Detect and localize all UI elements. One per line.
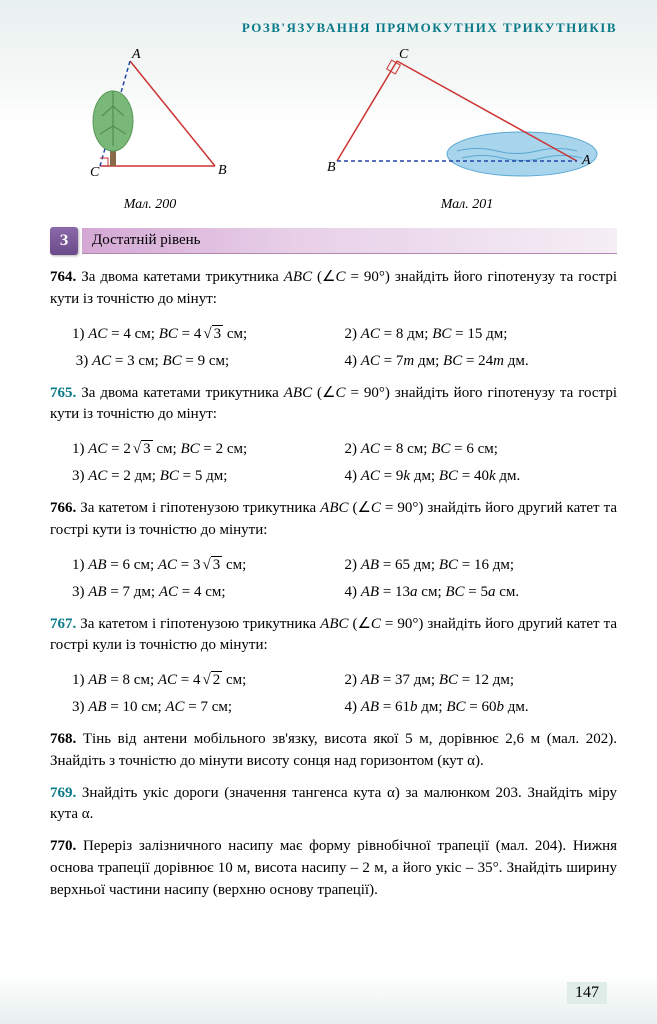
problem-number: 770.: [50, 838, 76, 854]
item-766-4: 4) AB = 13a см; BC = 5a см.: [345, 579, 618, 606]
problem-765-items: 1) AC = 23 см; BC = 2 см; 2) AC = 8 см; …: [50, 436, 617, 490]
problem-769: 769. Знайдіть укіс дороги (значення танг…: [50, 783, 617, 827]
problem-764: 764. За двома катетами трикутника ABC (∠…: [50, 267, 617, 311]
vertex-C2: C: [399, 47, 409, 62]
vertex-A2: A: [581, 153, 591, 168]
item-764-4: 4) AC = 7m дм; BC = 24m дм.: [345, 348, 618, 375]
item-767-4: 4) AB = 61b дм; BC = 60b дм.: [345, 694, 618, 721]
item-764-1: 1) AC = 4 см; BC = 43 см;: [72, 321, 345, 348]
problem-766: 766. За катетом і гіпотенузою трикутника…: [50, 498, 617, 542]
item-765-2: 2) AC = 8 см; BC = 6 см;: [345, 436, 618, 463]
item-766-3: 3) AB = 7 дм; AC = 4 см;: [72, 579, 345, 606]
section-header: РОЗВ'ЯЗУВАННЯ ПРЯМОКУТНИХ ТРИКУТНИКІВ: [50, 20, 617, 36]
triangle-tree-diagram: A B C: [60, 46, 240, 186]
problem-767: 767. За катетом і гіпотенузою трикутника…: [50, 614, 617, 658]
figure-caption-201: Мал. 201: [327, 197, 607, 213]
vertex-C: C: [90, 165, 100, 180]
problem-768: 768. Тінь від антени мобільного зв'язку,…: [50, 729, 617, 773]
figures-container: A B C Мал. 200 C B A Мал. 201: [50, 46, 617, 213]
item-767-3: 3) AB = 10 см; AC = 7 см;: [72, 694, 345, 721]
problem-number: 767.: [50, 616, 76, 632]
problem-764-items: 1) AC = 4 см; BC = 43 см; 2) AC = 8 дм; …: [50, 321, 617, 375]
triangle-water-diagram: C B A: [327, 46, 607, 186]
level-badge: З: [50, 227, 78, 255]
item-764-2: 2) AC = 8 дм; BC = 15 дм;: [345, 321, 618, 348]
item-764-3: 3) AC = 3 см; BC = 9 см;: [72, 348, 345, 375]
problem-number: 768.: [50, 731, 76, 747]
item-767-1: 1) AB = 8 см; AC = 42 см;: [72, 667, 345, 694]
level-text: Достатній рівень: [82, 228, 617, 254]
problem-766-items: 1) AB = 6 см; AC = 33 см; 2) AB = 65 дм;…: [50, 552, 617, 606]
vertex-B2: B: [327, 160, 336, 175]
level-bar: З Достатній рівень: [50, 227, 617, 255]
problem-767-items: 1) AB = 8 см; AC = 42 см; 2) AB = 37 дм;…: [50, 667, 617, 721]
problem-number: 764.: [50, 269, 76, 285]
problem-number: 766.: [50, 500, 76, 516]
item-765-4: 4) AC = 9k дм; BC = 40k дм.: [345, 463, 618, 490]
item-767-2: 2) AB = 37 дм; BC = 12 дм;: [345, 667, 618, 694]
figure-201: C B A Мал. 201: [327, 46, 607, 213]
problem-770: 770. Переріз залізничного насипу має фор…: [50, 836, 617, 901]
figure-caption-200: Мал. 200: [60, 197, 240, 213]
problem-number: 769.: [50, 785, 76, 801]
problem-765: 765. За двома катетами трикутника ABC (∠…: [50, 383, 617, 427]
problem-number: 765.: [50, 385, 76, 401]
figure-200: A B C Мал. 200: [60, 46, 240, 213]
page-number: 147: [567, 982, 607, 1004]
vertex-A: A: [131, 47, 141, 62]
vertex-B: B: [218, 163, 227, 178]
item-765-1: 1) AC = 23 см; BC = 2 см;: [72, 436, 345, 463]
item-765-3: 3) AC = 2 дм; BC = 5 дм;: [72, 463, 345, 490]
item-766-2: 2) AB = 65 дм; BC = 16 дм;: [345, 552, 618, 579]
item-766-1: 1) AB = 6 см; AC = 33 см;: [72, 552, 345, 579]
